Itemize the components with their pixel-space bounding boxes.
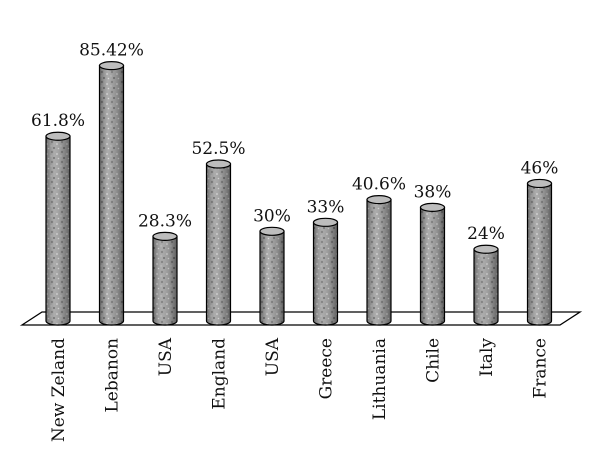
bar-outline bbox=[152, 235, 178, 326]
value-label-7: 40.6% bbox=[352, 175, 406, 195]
bar-top-cap bbox=[45, 131, 71, 141]
bar-top-cap bbox=[259, 226, 285, 236]
bar-outline bbox=[98, 64, 125, 326]
bar-top-cap bbox=[366, 195, 392, 205]
x-tick-label-5: USA bbox=[263, 337, 283, 376]
x-tick-label-6: Greece bbox=[317, 338, 337, 399]
bar-3 bbox=[152, 231, 178, 326]
value-labels-group: 61.8% 85.42% 28.3% 52.5% 30% 33% 40.6% 38% 24% 46… bbox=[31, 41, 558, 245]
value-label-2: 85.42% bbox=[79, 41, 144, 61]
x-tick-label-7: Lithuania bbox=[370, 338, 390, 420]
bar-9 bbox=[473, 244, 499, 326]
bar-8 bbox=[419, 202, 446, 326]
value-label-9: 24% bbox=[467, 224, 505, 244]
value-label-6: 33% bbox=[307, 197, 345, 217]
bar-top-cap bbox=[152, 231, 178, 241]
bar-10 bbox=[526, 178, 553, 326]
x-tick-label-4: England bbox=[210, 338, 230, 410]
bars-group bbox=[45, 60, 553, 326]
bar-4 bbox=[205, 159, 232, 326]
value-label-3: 28.3% bbox=[138, 211, 192, 231]
bar-5 bbox=[259, 226, 285, 326]
bar-outline bbox=[312, 221, 339, 326]
value-label-8: 38% bbox=[414, 182, 452, 202]
bar-outline bbox=[473, 248, 499, 326]
bar-outline bbox=[45, 135, 71, 326]
value-label-4: 52.5% bbox=[191, 139, 245, 159]
bar-2 bbox=[98, 60, 125, 326]
bar-7 bbox=[366, 195, 392, 326]
x-tick-labels-group: New Zeland Lebanon USA England USA Greece Lith… bbox=[49, 337, 551, 442]
value-label-5: 30% bbox=[253, 206, 291, 226]
value-label-10: 46% bbox=[521, 158, 559, 178]
x-tick-label-2: Lebanon bbox=[103, 338, 123, 413]
bar-1 bbox=[45, 131, 71, 326]
bar-outline bbox=[259, 230, 285, 326]
bar-top-cap bbox=[205, 159, 232, 169]
bar-outline bbox=[205, 163, 232, 326]
bar-top-cap bbox=[98, 60, 125, 71]
x-tick-label-1: New Zeland bbox=[49, 338, 69, 442]
bar-top-cap bbox=[312, 217, 339, 227]
bar-outline bbox=[366, 199, 392, 326]
x-tick-label-9: Italy bbox=[477, 338, 497, 377]
x-tick-label-8: Chile bbox=[424, 338, 444, 383]
bar-outline bbox=[526, 182, 553, 326]
bar-outline bbox=[419, 206, 446, 326]
bar-6 bbox=[312, 217, 339, 326]
bar-top-cap bbox=[526, 178, 553, 189]
value-label-1: 61.8% bbox=[31, 111, 85, 131]
bar-top-cap bbox=[473, 244, 499, 254]
x-tick-label-10: France bbox=[531, 338, 551, 399]
x-tick-label-3: USA bbox=[156, 337, 176, 376]
bar-top-cap bbox=[419, 202, 446, 212]
